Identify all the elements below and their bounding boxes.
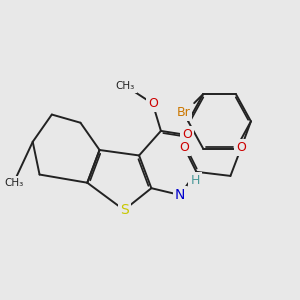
Text: S: S xyxy=(120,203,128,217)
Text: O: O xyxy=(148,97,158,110)
Text: O: O xyxy=(236,141,246,154)
Text: CH₃: CH₃ xyxy=(4,178,23,188)
Text: O: O xyxy=(182,128,192,142)
Text: H: H xyxy=(190,174,200,187)
Text: CH₃: CH₃ xyxy=(116,81,135,91)
Text: Br: Br xyxy=(176,106,190,119)
Text: methyl: methyl xyxy=(114,81,129,85)
Text: O: O xyxy=(179,141,189,154)
Text: N: N xyxy=(175,188,185,202)
